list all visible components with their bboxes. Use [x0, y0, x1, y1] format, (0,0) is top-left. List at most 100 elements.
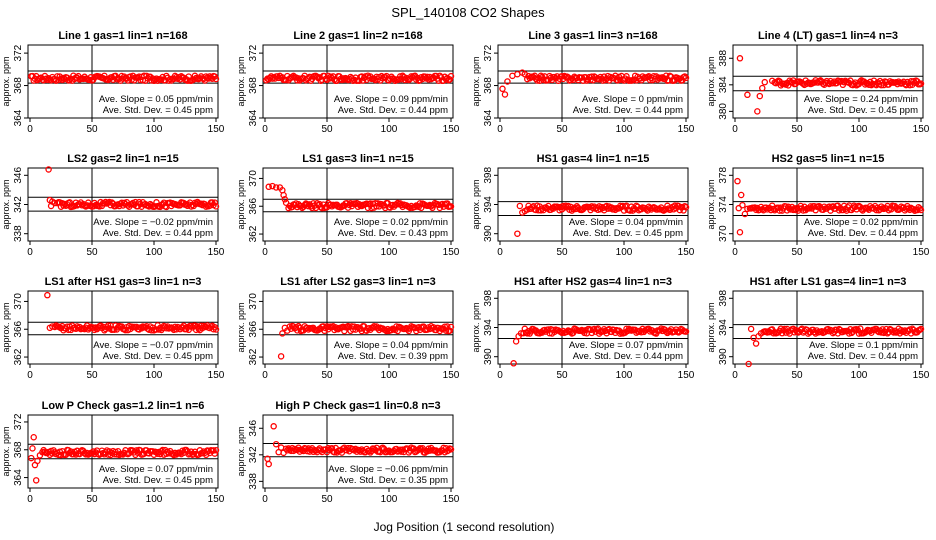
outlier-point	[51, 199, 59, 207]
outlier-point	[270, 423, 277, 430]
chart-panel: Line 3 gas=1 lin=3 n=168 0 50 100 150 364 368 3…	[471, 30, 695, 135]
x-tick-label: 150	[208, 370, 225, 381]
data-point	[447, 446, 455, 453]
chart-panel: Line 2 gas=1 lin=2 n=168 0 50 100 150 364 368 3…	[236, 30, 460, 135]
y-axis-label: approx. ppm	[236, 426, 246, 476]
x-tick-label: 0	[262, 370, 268, 381]
x-tick-label: 50	[556, 247, 568, 258]
chart-panel: HS1 after LS1 gas=4 lin=1 n=3 0 50 100 150 39…	[706, 276, 930, 381]
y-tick-label: 378	[718, 167, 729, 184]
panel-title: HS2 gas=5 lin=1 n=15	[772, 153, 885, 165]
x-tick-label: 150	[913, 247, 930, 258]
outlier-point	[282, 199, 290, 207]
y-axis-label: approx. ppm	[1, 426, 11, 476]
slope-annotation: Ave. Slope = 0.24 ppm/min	[804, 94, 918, 105]
x-tick-label: 50	[86, 494, 98, 505]
outlier-point	[277, 353, 285, 360]
x-tick-label: 100	[146, 124, 163, 135]
outlier-point	[277, 444, 285, 451]
chart-panel: Low P Check gas=1.2 lin=1 n=6 0 50 100 150 36…	[1, 400, 225, 505]
slope-annotation: Ave. Slope = 0 ppm/min	[582, 94, 683, 105]
data-point	[202, 203, 210, 210]
stdev-annotation: Ave. Std. Dev. = 0.44 ppm	[338, 105, 448, 116]
data-point	[212, 446, 220, 454]
outlier-point	[752, 340, 760, 347]
outlier-point	[32, 477, 40, 484]
y-tick-label: 372	[483, 44, 494, 61]
outlier-point	[517, 330, 525, 337]
x-tick-label: 100	[381, 494, 398, 505]
y-tick-label: 398	[718, 290, 729, 307]
outlier-point	[36, 452, 44, 459]
y-tick-label: 362	[248, 225, 259, 242]
y-tick-label: 364	[248, 109, 259, 126]
y-tick-label: 390	[483, 348, 494, 365]
x-tick-label: 50	[791, 247, 803, 258]
chart-panel: Line 4 (LT) gas=1 lin=4 n=3 0 50 100 150 380 3…	[706, 30, 930, 135]
outlier-point	[521, 70, 529, 78]
y-tick-label: 384	[718, 76, 729, 93]
data-point	[282, 76, 290, 84]
stdev-annotation: Ave. Std. Dev. = 0.35 ppm	[338, 475, 448, 486]
data-point	[212, 203, 220, 210]
x-tick-label: 0	[732, 124, 738, 135]
x-tick-label: 100	[616, 247, 633, 258]
outlier-point	[739, 201, 746, 209]
x-tick-label: 0	[27, 494, 33, 505]
y-tick-label: 366	[248, 197, 259, 214]
y-tick-label: 388	[718, 49, 729, 66]
data-point	[395, 76, 403, 83]
x-tick-label: 100	[381, 247, 398, 258]
outlier-point	[501, 91, 509, 98]
slope-annotation: Ave. Slope = −0.02 ppm/min	[93, 217, 213, 228]
y-tick-label: 362	[13, 348, 24, 365]
outlier-point	[756, 92, 764, 100]
data-point	[187, 322, 195, 330]
y-axis-label: approx. ppm	[471, 179, 481, 229]
stdev-annotation: Ave. Std. Dev. = 0.44 ppm	[808, 228, 918, 239]
outlier-point	[280, 191, 287, 199]
outlier-point	[741, 210, 749, 218]
data-point	[588, 73, 596, 80]
slope-annotation: Ave. Slope = −0.06 ppm/min	[328, 464, 448, 475]
y-tick-label: 366	[248, 320, 259, 337]
panel-title: HS1 after LS1 gas=4 lin=1 n=3	[750, 276, 907, 288]
stdev-annotation: Ave. Std. Dev. = 0.45 ppm	[103, 475, 213, 486]
x-tick-label: 100	[381, 124, 398, 135]
stdev-annotation: Ave. Std. Dev. = 0.45 ppm	[103, 351, 213, 362]
data-point	[447, 323, 455, 331]
data-point	[113, 75, 121, 83]
data-point	[447, 203, 455, 210]
y-axis-label: approx. ppm	[706, 179, 716, 229]
outlier-point	[34, 457, 41, 465]
outlier-point	[281, 196, 289, 203]
panel-title: Line 1 gas=1 lin=1 n=168	[58, 30, 187, 42]
stdev-annotation: Ave. Std. Dev. = 0.44 ppm	[573, 105, 683, 116]
panel-title: LS1 after LS2 gas=3 lin=1 n=3	[280, 276, 436, 288]
x-tick-label: 150	[208, 247, 225, 258]
y-tick-label: 362	[248, 348, 259, 365]
x-tick-label: 50	[791, 370, 803, 381]
panel-title: HS1 gas=4 lin=1 n=15	[537, 153, 650, 165]
y-tick-label: 368	[483, 77, 494, 94]
outlier-point	[736, 55, 744, 62]
slope-annotation: Ave. Slope = 0.02 ppm/min	[804, 217, 918, 228]
y-tick-label: 342	[13, 196, 24, 213]
outlier-point	[514, 230, 521, 237]
stdev-annotation: Ave. Std. Dev. = 0.44 ppm	[103, 228, 213, 239]
data-point	[682, 203, 690, 211]
data-point	[916, 205, 924, 212]
y-tick-label: 364	[13, 469, 24, 486]
y-axis-label: approx. ppm	[1, 302, 11, 352]
x-tick-label: 50	[791, 124, 803, 135]
x-tick-label: 150	[208, 124, 225, 135]
x-tick-label: 50	[321, 124, 333, 135]
y-tick-label: 370	[248, 170, 259, 187]
x-tick-label: 150	[678, 124, 695, 135]
y-tick-label: 368	[248, 77, 259, 94]
x-tick-label: 100	[616, 124, 633, 135]
y-tick-label: 342	[248, 446, 259, 463]
slope-annotation: Ave. Slope = −0.07 ppm/min	[93, 340, 213, 351]
data-point	[415, 446, 423, 453]
